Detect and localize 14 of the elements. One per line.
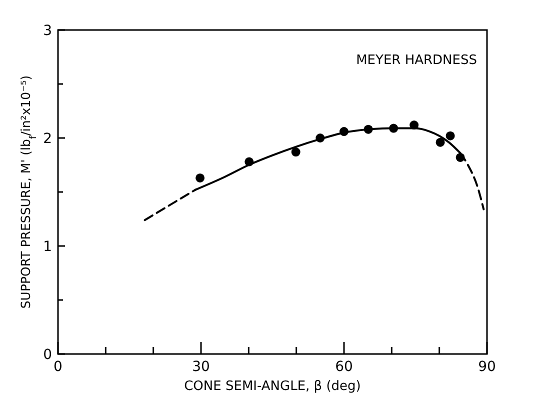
y-tick-label: 3 — [43, 23, 52, 39]
point — [446, 131, 455, 140]
x-tick-label: 30 — [192, 359, 210, 375]
x-tick-label: 0 — [54, 359, 62, 375]
x-axis-title: CONE SEMI-ANGLE, β (deg) — [184, 379, 361, 394]
y-tick-label: 2 — [43, 131, 52, 147]
x-tick-label: 60 — [335, 359, 353, 375]
y-tick-label: 0 — [43, 347, 52, 363]
point — [196, 173, 205, 182]
y-tick-label: 1 — [43, 239, 52, 255]
point — [291, 148, 300, 157]
annotation: MEYER HARDNESS — [356, 53, 477, 68]
point — [436, 138, 445, 147]
x-tick-label: 90 — [478, 359, 496, 375]
